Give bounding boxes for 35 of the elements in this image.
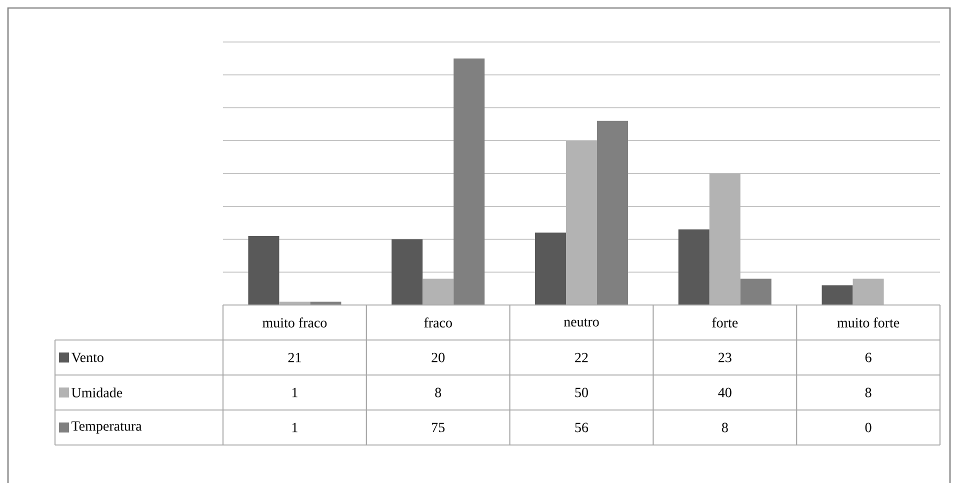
x-tick-label: neutro — [564, 318, 599, 327]
data-label: 40 — [718, 388, 732, 398]
bar — [454, 58, 485, 305]
data-label: 6 — [865, 352, 872, 362]
x-tick-label: fraco — [424, 318, 452, 328]
x-tick-label: muito forte — [837, 318, 900, 328]
x-tick-label: muito fraco — [262, 318, 327, 328]
legend-label: Temperatura — [72, 421, 142, 434]
data-label: 20 — [432, 352, 445, 362]
bar — [422, 278, 454, 305]
data-label: 1 — [292, 422, 298, 432]
x-tick-label: forte — [712, 318, 738, 328]
bar — [279, 302, 310, 305]
data-label: 8 — [722, 422, 728, 432]
legend-label: Vento — [71, 352, 104, 362]
data-label: 50 — [575, 388, 588, 398]
bar — [678, 229, 710, 305]
data-label: 23 — [718, 352, 732, 362]
data-label: 21 — [288, 352, 301, 362]
bar — [535, 232, 566, 305]
bar — [248, 236, 280, 305]
bar — [740, 278, 772, 305]
bar — [852, 278, 884, 305]
data-label: 22 — [575, 352, 588, 362]
bar — [822, 285, 853, 305]
data-label: 1 — [292, 388, 298, 398]
bar — [310, 302, 342, 305]
legend-label: Umidade — [72, 388, 122, 398]
data-label: 75 — [432, 422, 445, 432]
data-label: 0 — [865, 422, 872, 432]
bar — [597, 120, 628, 305]
data-label: 8 — [865, 388, 872, 398]
bar — [392, 239, 423, 305]
data-label: 8 — [435, 388, 442, 398]
data-label: 56 — [575, 422, 588, 432]
